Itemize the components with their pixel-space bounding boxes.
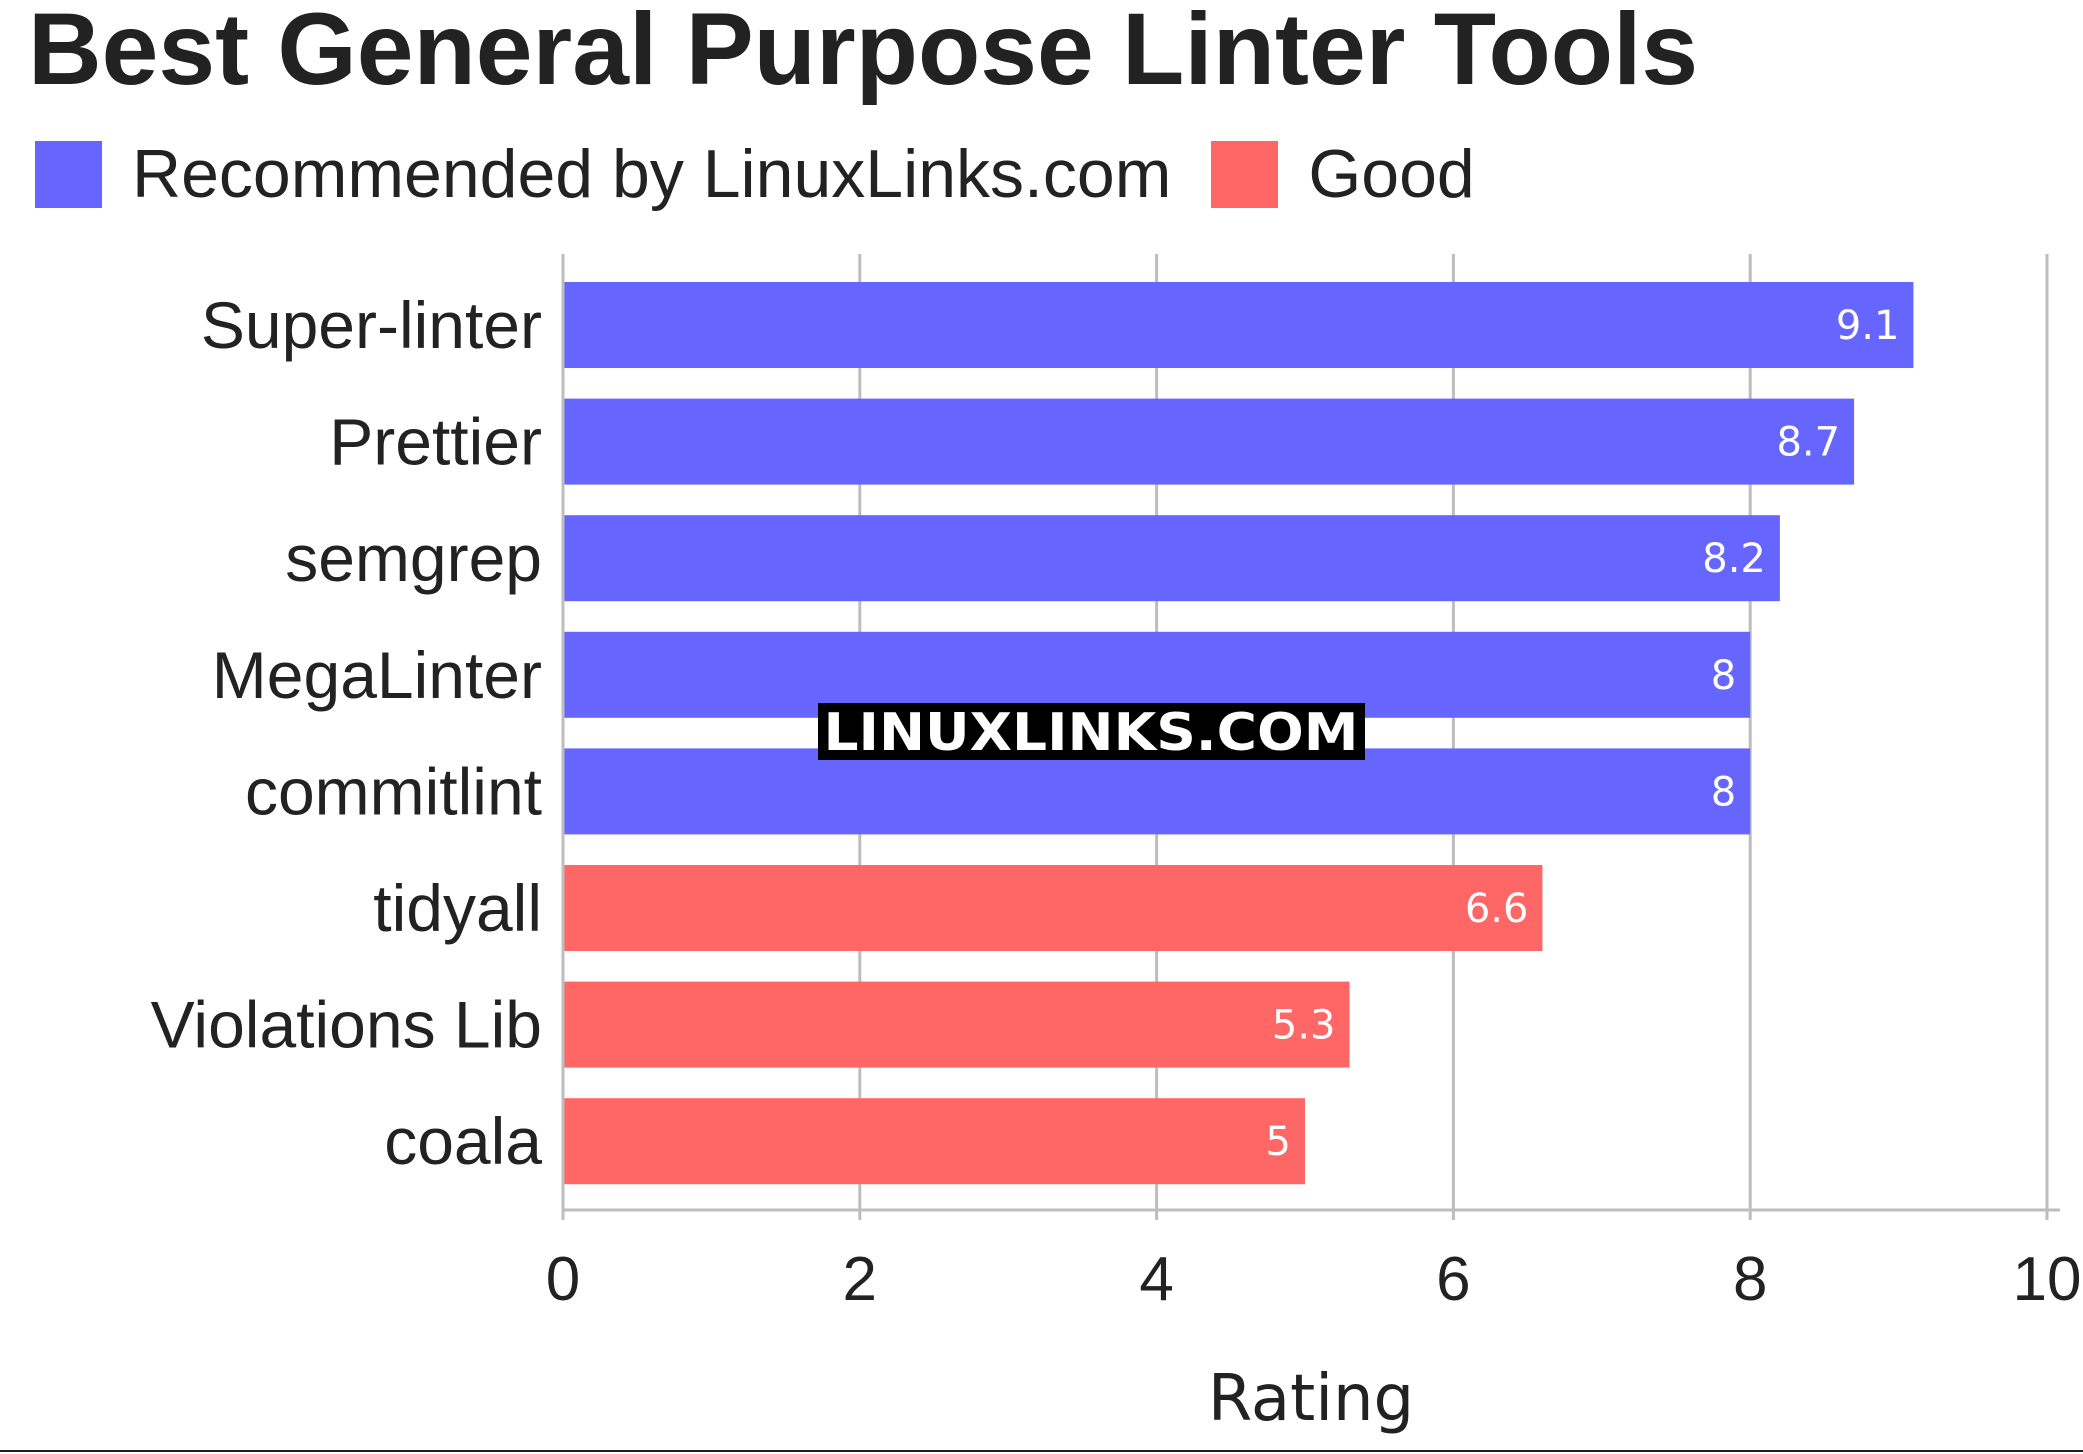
bar-5 (563, 748, 1751, 835)
value-label-8: 5 (1266, 1119, 1291, 1165)
chart-title: Best General Purpose Linter Tools (28, 0, 1699, 106)
bar-2 (563, 398, 1855, 485)
legend-label-recommended: Recommended by LinuxLinks.com (132, 136, 1172, 212)
bar-6 (563, 865, 1543, 951)
legend-item-good: Good (1211, 135, 1475, 213)
x-tick-label-0: 0 (546, 1245, 580, 1314)
bar-1 (563, 282, 1914, 368)
footer-rule (0, 1450, 2083, 1452)
category-label-7: Violations Lib (151, 988, 542, 1062)
x-tick-label-2: 2 (843, 1245, 877, 1314)
legend-swatch-good (1211, 140, 1279, 208)
bar-7 (563, 981, 1350, 1068)
x-tick-label-8: 8 (1733, 1245, 1767, 1314)
value-label-2: 8.7 (1776, 420, 1840, 466)
bars (563, 282, 1914, 1185)
x-axis-title: Rating (1208, 1362, 1414, 1436)
value-label-4: 8 (1711, 653, 1736, 699)
x-tick-label-6: 6 (1436, 1245, 1470, 1314)
value-label-3: 8.2 (1702, 536, 1766, 582)
category-label-4: MegaLinter (212, 638, 542, 712)
legend-item-recommended: Recommended by LinuxLinks.com (35, 135, 1171, 213)
value-labels: 9.1 8.7 8.2 8 8 6.6 5.3 5 (1266, 303, 1900, 1165)
legend-swatch-recommended (35, 140, 102, 208)
category-label-6: tidyall (373, 871, 542, 945)
watermark-text: LINUXLINKS.COM (824, 703, 1359, 763)
category-label-1: Super-linter (201, 288, 542, 362)
value-label-5: 8 (1711, 769, 1736, 815)
x-tick-label-10: 10 (2013, 1245, 2082, 1314)
watermark-background (818, 703, 1365, 760)
category-label-3: semgrep (285, 521, 542, 595)
watermark: LINUXLINKS.COM (818, 703, 1365, 763)
category-label-2: Prettier (329, 405, 542, 479)
value-label-7: 5.3 (1272, 1003, 1336, 1049)
legend: Recommended by LinuxLinks.com Good (35, 135, 1515, 213)
value-label-6: 6.6 (1465, 886, 1529, 932)
bar-3 (563, 515, 1780, 602)
category-label-8: coala (384, 1104, 542, 1178)
bar-8 (563, 1098, 1305, 1185)
category-label-5: commitlint (245, 754, 542, 828)
value-label-1: 9.1 (1836, 303, 1900, 349)
x-tick-label-4: 4 (1139, 1245, 1173, 1314)
legend-label-good: Good (1308, 136, 1475, 212)
axes: 0 2 4 6 8 10 Super-linter Prettier semgrep MegaLi… (151, 254, 2082, 1436)
